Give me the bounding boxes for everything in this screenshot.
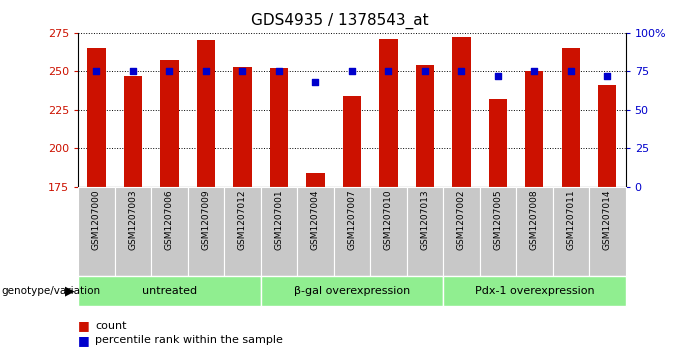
Bar [370,187,407,276]
Text: ■: ■ [78,319,90,332]
Bar [598,85,617,187]
Bar [87,48,105,187]
Text: GSM1207012: GSM1207012 [238,189,247,250]
Text: GSM1207007: GSM1207007 [347,189,356,250]
Text: GSM1207001: GSM1207001 [275,189,284,250]
Text: GSM1207010: GSM1207010 [384,189,393,250]
Text: GSM1207005: GSM1207005 [494,189,503,250]
Text: GSM1207004: GSM1207004 [311,189,320,250]
Point [273,68,284,74]
Text: GSM1207014: GSM1207014 [603,189,612,250]
Bar [553,187,589,276]
Bar [489,99,507,187]
Text: Pdx-1 overexpression: Pdx-1 overexpression [475,286,594,296]
Text: GSM1207003: GSM1207003 [129,189,137,250]
Point [456,68,466,74]
Bar [78,187,115,276]
Text: GSM1207006: GSM1207006 [165,189,174,250]
Bar [260,187,297,276]
Bar [151,187,188,276]
Bar [160,60,179,187]
Text: GSM1207009: GSM1207009 [201,189,210,250]
Point [201,68,211,74]
Bar [589,187,626,276]
Text: GSM1207013: GSM1207013 [420,189,429,250]
Text: GSM1207011: GSM1207011 [566,189,575,250]
Point [492,73,503,79]
Point [602,73,613,79]
Bar [516,187,553,276]
Point [346,68,357,74]
Bar [270,68,288,187]
Text: ▶: ▶ [65,284,75,297]
Point [310,79,321,85]
Bar [306,173,324,187]
Bar [260,276,443,306]
Bar [78,276,260,306]
Bar [297,187,334,276]
Point [420,68,430,74]
Bar [379,39,398,187]
Point [383,68,394,74]
Text: percentile rank within the sample: percentile rank within the sample [95,335,283,345]
Text: GDS4935 / 1378543_at: GDS4935 / 1378543_at [251,13,429,29]
Bar [407,187,443,276]
Text: ■: ■ [78,334,90,347]
Point [237,68,248,74]
Bar [188,187,224,276]
Bar [233,66,252,187]
Bar [443,187,479,276]
Point [529,68,540,74]
Bar [562,48,580,187]
Bar [115,187,151,276]
Text: GSM1207000: GSM1207000 [92,189,101,250]
Point [128,68,139,74]
Bar [343,96,361,187]
Text: β-gal overexpression: β-gal overexpression [294,286,410,296]
Text: GSM1207002: GSM1207002 [457,189,466,250]
Bar [124,76,142,187]
Bar [479,187,516,276]
Text: GSM1207008: GSM1207008 [530,189,539,250]
Point [91,68,102,74]
Bar [443,276,626,306]
Text: genotype/variation: genotype/variation [1,286,101,296]
Bar [525,71,543,187]
Bar [224,187,260,276]
Text: untreated: untreated [142,286,197,296]
Text: count: count [95,321,126,331]
Bar [197,40,215,187]
Bar [452,37,471,187]
Bar [415,65,434,187]
Bar [334,187,370,276]
Point [164,68,175,74]
Point [565,68,576,74]
